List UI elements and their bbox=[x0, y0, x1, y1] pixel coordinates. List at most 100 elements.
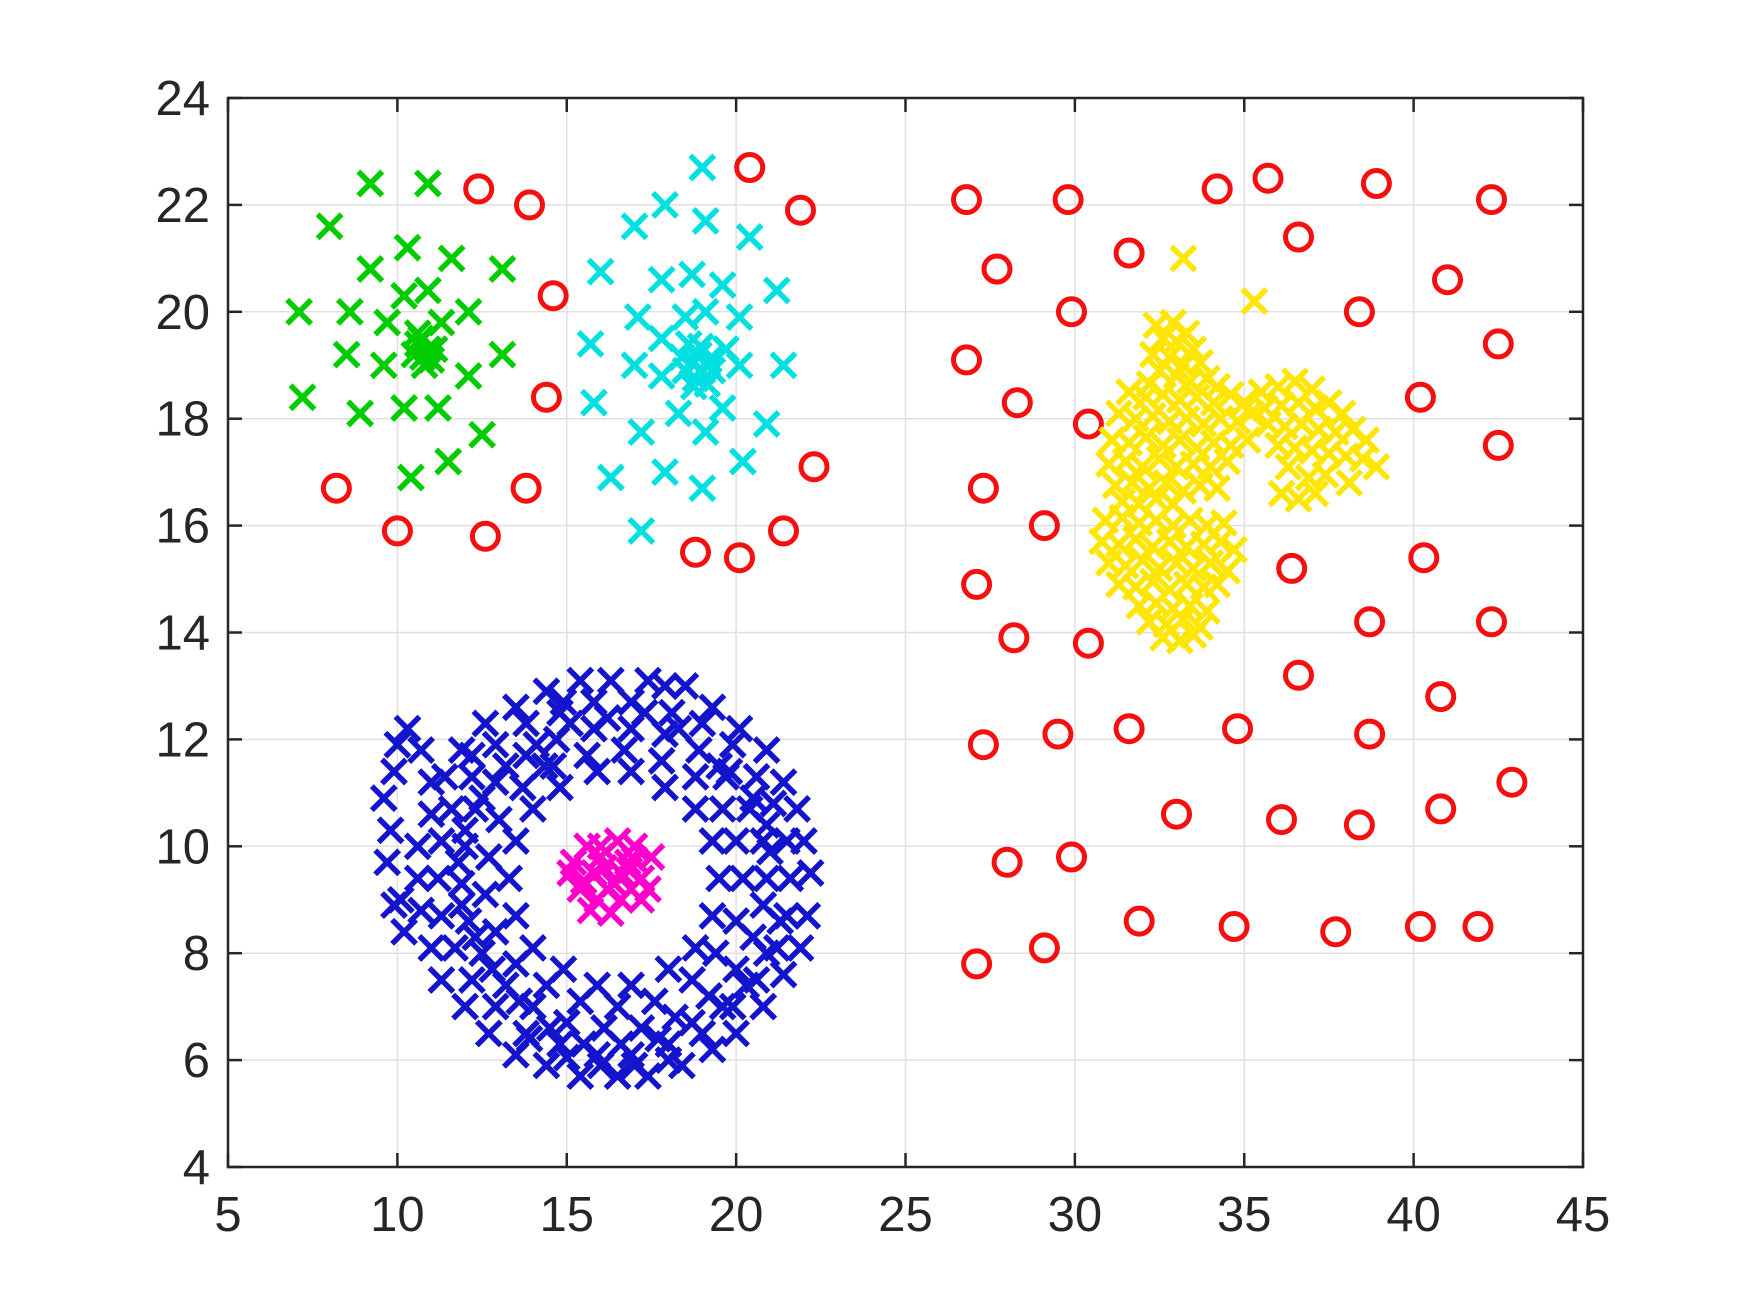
marker-x bbox=[1348, 444, 1377, 473]
y-tick-label: 16 bbox=[155, 500, 210, 554]
marker-x bbox=[715, 757, 744, 786]
marker-x bbox=[383, 730, 412, 759]
marker-x bbox=[1176, 506, 1204, 535]
marker-circle bbox=[1028, 510, 1060, 542]
marker-x bbox=[627, 516, 656, 545]
marker-x bbox=[684, 736, 713, 765]
marker-x bbox=[451, 992, 480, 1021]
marker-x bbox=[501, 693, 530, 722]
marker-x bbox=[1274, 452, 1303, 481]
marker-circle bbox=[1482, 328, 1514, 360]
marker-x bbox=[701, 939, 730, 968]
marker-x bbox=[718, 992, 747, 1021]
marker-x bbox=[596, 463, 625, 492]
marker-x bbox=[620, 1051, 649, 1080]
marker-x bbox=[769, 768, 798, 797]
marker-x bbox=[501, 901, 530, 930]
marker-circle bbox=[951, 344, 982, 376]
marker-x bbox=[620, 212, 649, 241]
marker-x bbox=[546, 1030, 574, 1059]
marker-circle bbox=[1408, 542, 1440, 574]
marker-x bbox=[620, 351, 649, 380]
marker-x bbox=[728, 447, 757, 476]
marker-x bbox=[1138, 567, 1167, 596]
x-tick-label: 15 bbox=[539, 1188, 594, 1242]
marker-x bbox=[725, 351, 754, 380]
marker-x bbox=[708, 992, 737, 1021]
marker-x bbox=[647, 361, 676, 390]
marker-x bbox=[783, 794, 812, 823]
marker-x bbox=[1169, 244, 1198, 273]
marker-circle bbox=[1404, 381, 1436, 413]
marker-x bbox=[481, 992, 510, 1021]
marker-x bbox=[495, 864, 524, 893]
marker-x bbox=[708, 271, 737, 300]
marker-x bbox=[413, 276, 442, 305]
marker-x bbox=[552, 1008, 581, 1037]
marker-circle bbox=[1343, 809, 1375, 841]
marker-x bbox=[586, 832, 615, 861]
marker-circle bbox=[1042, 718, 1074, 750]
marker-circle bbox=[768, 515, 799, 547]
marker-x bbox=[759, 789, 788, 818]
marker-x bbox=[549, 688, 578, 716]
x-tick-label: 35 bbox=[1217, 1188, 1272, 1242]
marker-x bbox=[657, 698, 686, 727]
marker-x bbox=[393, 233, 422, 262]
marker-x bbox=[756, 837, 784, 866]
marker-x bbox=[1196, 549, 1225, 577]
marker-x bbox=[762, 276, 791, 305]
marker-x bbox=[1213, 447, 1242, 476]
marker-x bbox=[1108, 503, 1137, 532]
marker-x bbox=[505, 987, 534, 1016]
marker-x bbox=[698, 827, 727, 855]
marker-x bbox=[390, 281, 419, 310]
marker-x bbox=[705, 864, 734, 893]
marker-circle bbox=[1425, 793, 1457, 825]
y-tick-label: 10 bbox=[155, 820, 210, 874]
marker-x bbox=[373, 308, 402, 337]
marker-x bbox=[654, 1046, 683, 1075]
marker-circle bbox=[967, 729, 999, 761]
marker-x bbox=[671, 672, 700, 700]
marker-circle bbox=[1001, 387, 1033, 419]
marker-circle bbox=[991, 846, 1023, 878]
marker-x bbox=[651, 458, 679, 487]
marker-x bbox=[454, 907, 483, 936]
y-tick-label: 18 bbox=[155, 393, 210, 447]
marker-circle bbox=[320, 472, 352, 504]
marker-x bbox=[698, 901, 727, 930]
marker-x bbox=[315, 212, 344, 241]
marker-x bbox=[1111, 551, 1140, 580]
marker-circle bbox=[537, 280, 569, 312]
marker-x bbox=[403, 832, 432, 861]
marker-circle bbox=[998, 622, 1030, 654]
marker-x bbox=[681, 762, 710, 791]
marker-circle bbox=[1222, 713, 1253, 745]
y-tick-label: 4 bbox=[183, 1141, 210, 1195]
marker-x bbox=[1362, 452, 1391, 481]
marker-x bbox=[457, 762, 486, 791]
marker-x bbox=[708, 394, 737, 422]
marker-x bbox=[1172, 404, 1201, 433]
series-green-cluster-x bbox=[285, 169, 517, 492]
marker-x bbox=[390, 394, 419, 422]
marker-x bbox=[530, 752, 559, 781]
y-tick-label: 6 bbox=[183, 1034, 210, 1088]
marker-x bbox=[427, 827, 456, 855]
marker-x bbox=[678, 260, 707, 289]
marker-x bbox=[596, 666, 625, 695]
marker-x bbox=[688, 153, 717, 182]
marker-x bbox=[1128, 452, 1157, 481]
marker-x bbox=[427, 308, 456, 337]
marker-x bbox=[1240, 287, 1269, 316]
marker-x bbox=[1328, 399, 1357, 428]
marker-x bbox=[1199, 388, 1228, 417]
marker-x bbox=[380, 757, 408, 786]
marker-x bbox=[288, 383, 317, 412]
marker-x bbox=[488, 340, 517, 369]
marker-x bbox=[1104, 530, 1133, 559]
x-tick-label: 25 bbox=[878, 1188, 933, 1242]
series-magenta-core-x bbox=[556, 827, 666, 928]
marker-x bbox=[596, 899, 625, 928]
